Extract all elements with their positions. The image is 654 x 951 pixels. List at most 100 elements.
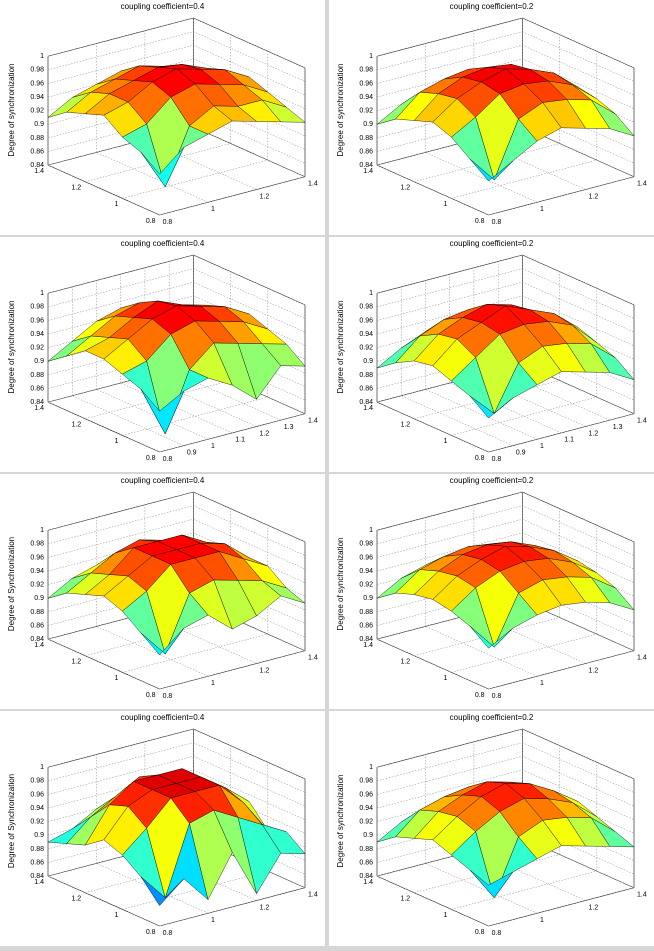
grid-line bbox=[522, 532, 635, 583]
grid-line bbox=[376, 638, 489, 690]
z-axis-label: Degree of Synchronization bbox=[7, 537, 16, 631]
grid-line bbox=[193, 518, 306, 570]
grid-line bbox=[193, 769, 306, 820]
z-tick-label: 1 bbox=[369, 527, 373, 534]
z-tick-label: 0.84 bbox=[359, 162, 373, 169]
x-tick-label: 1 bbox=[540, 680, 544, 687]
y-tick-label: 1 bbox=[443, 912, 447, 919]
grid-line bbox=[193, 600, 306, 651]
grid-line bbox=[193, 113, 306, 164]
grid-line bbox=[376, 505, 523, 545]
x-tick-label: 1.2 bbox=[589, 667, 599, 674]
y-tick-label: 1.4 bbox=[363, 879, 373, 886]
chart-title: coupling coefficient=0.4 bbox=[121, 713, 205, 722]
x-tick-label: 1.4 bbox=[637, 418, 647, 425]
grid-line bbox=[47, 755, 194, 795]
z-tick-label: 0.92 bbox=[30, 582, 44, 589]
grid-line bbox=[376, 17, 523, 57]
y-tick-label: 1 bbox=[114, 675, 118, 682]
y-tick-label: 0.8 bbox=[475, 929, 485, 936]
grid-line bbox=[522, 44, 635, 96]
z-tick-label: 0.98 bbox=[359, 67, 373, 74]
z-tick-label: 0.9 bbox=[363, 595, 373, 602]
chart-title: coupling coefficient=0.2 bbox=[450, 713, 534, 722]
surface-patch bbox=[140, 389, 185, 435]
y-tick-label: 1 bbox=[114, 912, 118, 919]
z-tick-label: 0.88 bbox=[359, 372, 373, 379]
grid-line bbox=[47, 17, 194, 57]
z-tick-label: 0.9 bbox=[34, 832, 44, 839]
y-tick-label: 1.4 bbox=[363, 642, 373, 649]
grid-line bbox=[473, 139, 586, 190]
z-tick-label: 0.98 bbox=[359, 778, 373, 785]
x-tick-label: 0.8 bbox=[163, 930, 173, 937]
x-tick-label: 1.3 bbox=[613, 424, 623, 431]
grid-line bbox=[96, 152, 209, 203]
z-tick-label: 1 bbox=[369, 53, 373, 60]
z-tick-label: 0.98 bbox=[359, 304, 373, 311]
grid-line bbox=[47, 875, 160, 927]
surface-patch bbox=[469, 626, 513, 649]
grid-line bbox=[522, 17, 635, 69]
grid-line bbox=[425, 863, 538, 914]
surface-chart: 0.84 0.86 0.88 0.9 0.92 0.94 0.96 0.98 1 0.8 1 1.2 1… bbox=[329, 474, 654, 709]
grid-line bbox=[488, 887, 635, 927]
z-tick-label: 0.96 bbox=[359, 791, 373, 798]
grid-line bbox=[47, 126, 194, 166]
x-tick-label: 0.9 bbox=[187, 449, 197, 456]
grid-line bbox=[376, 742, 523, 782]
grid-line bbox=[522, 350, 635, 401]
y-tick-label: 0.8 bbox=[475, 692, 485, 699]
grid-line bbox=[96, 626, 209, 677]
x-tick-label: 1 bbox=[211, 206, 215, 213]
grid-line bbox=[376, 769, 523, 809]
y-tick-label: 1.2 bbox=[71, 659, 81, 666]
surface-patch bbox=[140, 147, 184, 188]
z-tick-label: 0.98 bbox=[30, 778, 44, 785]
grid-line bbox=[47, 254, 194, 294]
z-tick-label: 0.98 bbox=[30, 541, 44, 548]
z-tick-label: 0.84 bbox=[359, 873, 373, 880]
surface-patch bbox=[469, 158, 513, 182]
grid-line bbox=[47, 44, 194, 84]
x-tick-label: 1 bbox=[540, 206, 544, 213]
surface-chart: 0.84 0.86 0.88 0.9 0.92 0.94 0.96 0.98 1 0.8 0.9 1 1… bbox=[329, 237, 654, 472]
grid-line bbox=[522, 518, 635, 570]
grid-line bbox=[122, 159, 268, 199]
z-tick-label: 0.96 bbox=[30, 80, 44, 87]
z-tick-label: 0.9 bbox=[34, 121, 44, 128]
x-tick-label: 1.2 bbox=[260, 193, 270, 200]
z-tick-label: 0.86 bbox=[359, 148, 373, 155]
z-tick-label: 1 bbox=[40, 290, 44, 297]
grid-line bbox=[193, 281, 306, 333]
y-tick-label: 1.2 bbox=[71, 185, 81, 192]
z-tick-label: 0.86 bbox=[30, 148, 44, 155]
z-tick-label: 0.84 bbox=[30, 873, 44, 880]
surface-chart: 0.84 0.86 0.88 0.9 0.92 0.94 0.96 0.98 1 0.8 1 1.2 1… bbox=[0, 711, 325, 946]
grid-line bbox=[193, 31, 306, 82]
x-tick-label: 0.9 bbox=[516, 449, 526, 456]
grid-line bbox=[473, 376, 586, 427]
x-tick-label: 1.2 bbox=[589, 193, 599, 200]
grid-line bbox=[144, 376, 257, 427]
z-tick-label: 0.86 bbox=[359, 622, 373, 629]
grid-line bbox=[522, 295, 635, 346]
grid-line bbox=[522, 728, 635, 780]
z-axis-label: Degree of synchronization bbox=[336, 64, 345, 157]
grid-line bbox=[72, 395, 184, 446]
z-tick-label: 0.92 bbox=[359, 108, 373, 115]
chart-title: coupling coefficient=0.2 bbox=[450, 2, 534, 11]
grid-line bbox=[376, 295, 523, 335]
z-tick-label: 0.88 bbox=[30, 135, 44, 142]
grid-line bbox=[193, 268, 306, 319]
grid-line bbox=[376, 31, 523, 71]
grid-line bbox=[193, 742, 306, 793]
z-tick-label: 0.9 bbox=[363, 832, 373, 839]
grid-line bbox=[193, 44, 306, 96]
grid-line bbox=[122, 396, 268, 436]
grid-line bbox=[47, 363, 194, 403]
z-tick-label: 0.84 bbox=[30, 636, 44, 643]
grid-line bbox=[522, 113, 635, 164]
